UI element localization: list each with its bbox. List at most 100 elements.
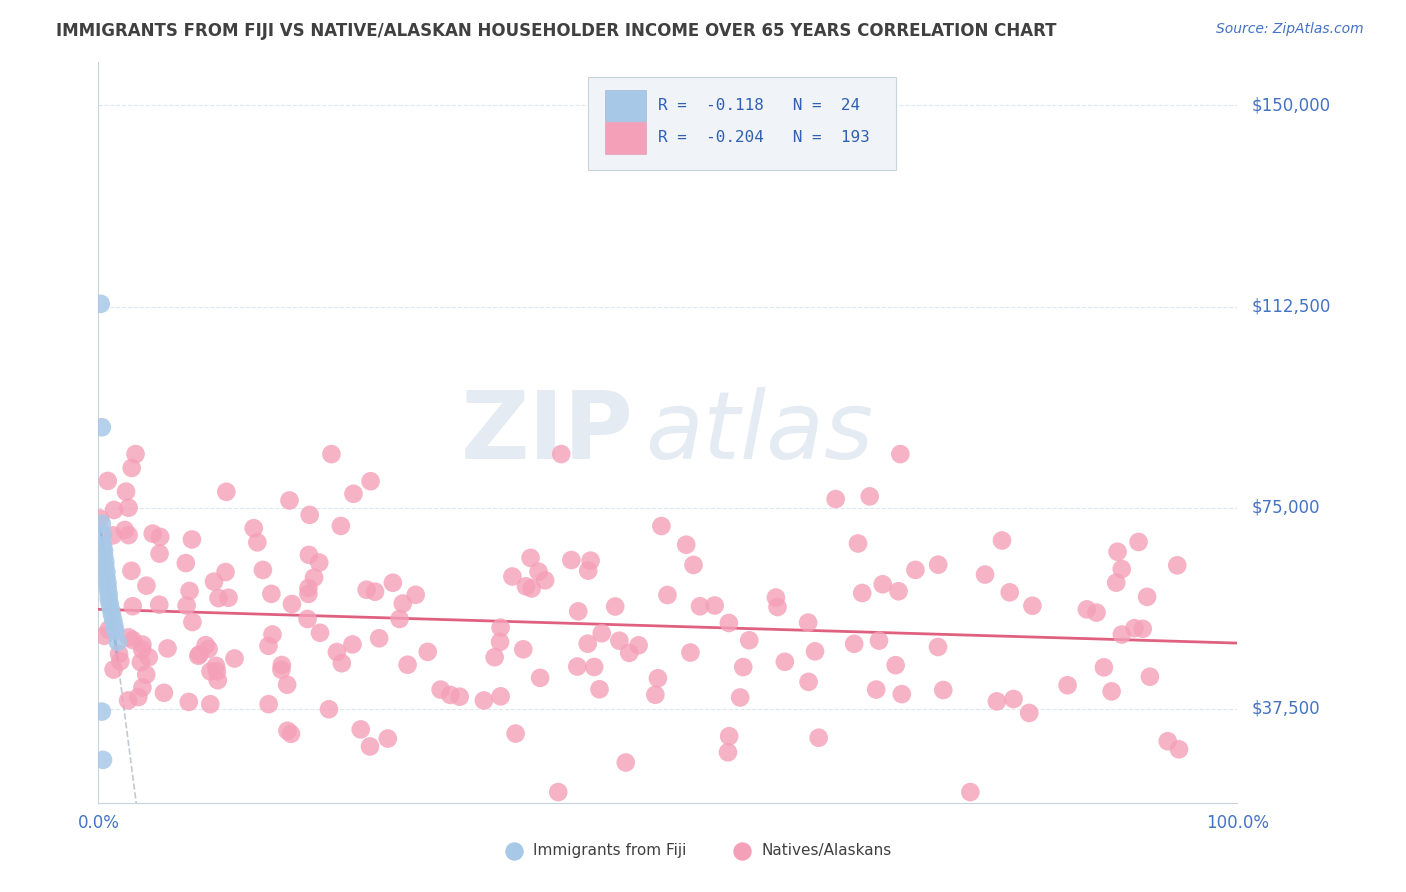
- Point: [246, 535, 269, 549]
- Point: [505, 726, 527, 740]
- Point: [439, 688, 461, 702]
- Point: [472, 693, 495, 707]
- Point: [181, 615, 204, 629]
- Point: [614, 756, 637, 770]
- Point: [200, 665, 222, 679]
- Point: [108, 647, 131, 661]
- Point: [887, 584, 910, 599]
- Point: [176, 599, 198, 613]
- Point: [1002, 692, 1025, 706]
- Point: [1111, 627, 1133, 641]
- Point: [135, 667, 157, 681]
- Point: [416, 645, 439, 659]
- Point: [515, 579, 537, 593]
- Point: [107, 635, 129, 649]
- Point: [1085, 606, 1108, 620]
- Point: [114, 523, 136, 537]
- Point: [1166, 558, 1188, 573]
- Point: [97, 474, 120, 488]
- Text: Immigrants from Fiji: Immigrants from Fiji: [533, 844, 688, 858]
- Point: [260, 587, 283, 601]
- Point: [153, 686, 176, 700]
- Point: [96, 581, 118, 595]
- Point: [484, 650, 506, 665]
- Point: [884, 658, 907, 673]
- Point: [98, 597, 121, 611]
- Point: [174, 556, 197, 570]
- Text: $37,500: $37,500: [1251, 700, 1320, 718]
- Point: [91, 538, 114, 552]
- Text: IMMIGRANTS FROM FIJI VS NATIVE/ALASKAN HOUSEHOLDER INCOME OVER 65 YEARS CORRELAT: IMMIGRANTS FROM FIJI VS NATIVE/ALASKAN H…: [56, 22, 1057, 40]
- Point: [103, 619, 125, 633]
- Text: atlas: atlas: [645, 387, 873, 478]
- Point: [262, 627, 284, 641]
- Point: [117, 500, 139, 515]
- Point: [807, 731, 830, 745]
- Text: $112,500: $112,500: [1251, 298, 1330, 316]
- Point: [91, 753, 114, 767]
- Point: [205, 665, 228, 679]
- Point: [689, 599, 711, 614]
- Text: Natives/Alaskans: Natives/Alaskans: [761, 844, 891, 858]
- Point: [576, 564, 599, 578]
- Point: [1123, 621, 1146, 635]
- Point: [605, 599, 627, 614]
- Point: [974, 567, 997, 582]
- Point: [101, 607, 124, 622]
- Point: [868, 633, 890, 648]
- Point: [97, 591, 120, 606]
- Point: [512, 642, 534, 657]
- Point: [94, 554, 117, 568]
- Point: [207, 673, 229, 688]
- Point: [135, 579, 157, 593]
- Point: [932, 683, 955, 698]
- Point: [129, 655, 152, 669]
- Point: [619, 646, 641, 660]
- Point: [121, 599, 143, 614]
- Point: [124, 447, 146, 461]
- Point: [280, 727, 302, 741]
- Point: [647, 671, 669, 685]
- Point: [377, 731, 399, 746]
- Point: [93, 629, 115, 643]
- Point: [197, 641, 219, 656]
- Point: [93, 549, 115, 563]
- Point: [765, 591, 787, 605]
- Point: [797, 674, 820, 689]
- Point: [297, 612, 319, 626]
- Point: [118, 631, 141, 645]
- Point: [142, 526, 165, 541]
- Point: [200, 697, 222, 711]
- Point: [733, 660, 755, 674]
- Point: [560, 553, 582, 567]
- Point: [846, 536, 869, 550]
- Point: [127, 690, 149, 704]
- Point: [991, 533, 1014, 548]
- Text: $75,000: $75,000: [1251, 499, 1320, 516]
- Point: [1056, 678, 1078, 692]
- Point: [824, 491, 846, 506]
- Point: [588, 682, 610, 697]
- Point: [104, 624, 127, 639]
- Point: [489, 690, 512, 704]
- Point: [959, 785, 981, 799]
- Point: [96, 565, 118, 579]
- Point: [187, 648, 209, 663]
- Point: [179, 583, 201, 598]
- Point: [591, 626, 613, 640]
- Point: [103, 663, 125, 677]
- Point: [257, 697, 280, 711]
- Point: [89, 511, 111, 525]
- Point: [131, 638, 153, 652]
- Point: [1132, 622, 1154, 636]
- Point: [567, 659, 589, 673]
- Point: [308, 556, 330, 570]
- Point: [429, 682, 451, 697]
- Point: [904, 563, 927, 577]
- Point: [96, 575, 118, 590]
- Point: [93, 543, 115, 558]
- Point: [297, 581, 319, 595]
- Point: [1139, 670, 1161, 684]
- Point: [534, 574, 557, 588]
- Point: [1105, 575, 1128, 590]
